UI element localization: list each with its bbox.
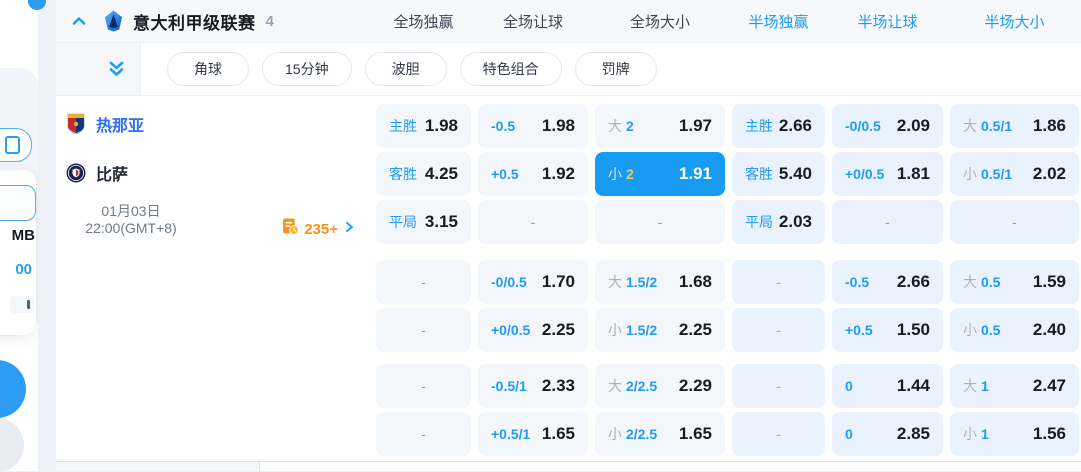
odds-cell[interactable]: 大 0.5/1 1.86: [950, 104, 1079, 148]
odds-cell-empty: -: [732, 308, 825, 352]
expand-all-button[interactable]: [106, 58, 127, 80]
filter-pill[interactable]: 特色组合: [459, 52, 562, 86]
market-column-header: 全场让球: [502, 13, 563, 31]
double-chevron-down-icon: [109, 61, 124, 76]
away-team-name: 比萨: [96, 167, 129, 184]
odds-cell-empty: -: [376, 412, 471, 456]
odds-cell[interactable]: -0.5 1.98: [478, 104, 588, 148]
match-time: 22:00(GMT+8): [85, 220, 177, 236]
away-team-logo: [66, 163, 86, 183]
odds-cell[interactable]: 小 1 1.56: [950, 412, 1079, 456]
filter-pill[interactable]: 角球: [167, 52, 249, 86]
market-column-header: 全场大小: [629, 13, 690, 31]
odds-cell[interactable]: 小 2 1.91: [595, 152, 725, 196]
odds-table: 热那亚 比萨 01月03日 22:00(GMT+8): [56, 96, 1081, 456]
odds-cell[interactable]: 小 0.5 2.40: [950, 308, 1079, 352]
odds-cell[interactable]: -0.5/1 2.33: [478, 364, 588, 408]
filter-pills: 角球 15分钟 波胆 特色组合 罚牌: [141, 43, 1081, 95]
odds-cell[interactable]: 大 1 2.47: [950, 364, 1079, 408]
sidebar-badge-fragment: [28, 0, 46, 10]
chevron-right-icon: [343, 220, 355, 239]
odds-cell[interactable]: 大 2 1.97: [595, 104, 725, 148]
odds-cell-empty: -: [478, 200, 588, 244]
odds-cell[interactable]: 小 0.5/1 2.02: [950, 152, 1079, 196]
league-icon: [104, 10, 123, 32]
league-header-left: 意大利甲级联赛 4: [56, 9, 369, 34]
floating-action-button[interactable]: [0, 360, 26, 418]
odds-cell[interactable]: +0.5 1.50: [832, 308, 943, 352]
odds-cell[interactable]: 平局 2.03: [732, 200, 825, 244]
balance-currency-label: MB: [11, 227, 35, 244]
odds-cell[interactable]: +0/0.5 1.81: [832, 152, 943, 196]
market-tabs-row: 角球 15分钟 波胆 特色组合 罚牌: [56, 43, 1081, 96]
league-match-count: 4: [265, 12, 274, 30]
odds-block-tertiary: - - -0.5/1 2.33 +0.5/1 1.65 大 2/2.5 2.29 小 2/2.5 1.…: [56, 364, 1081, 456]
next-section-edge: [56, 461, 1081, 471]
odds-cell[interactable]: 平局 3.15: [376, 200, 471, 244]
next-section-gutter: [56, 462, 260, 471]
left-sidebar-fragment: MB 00: [0, 0, 38, 472]
market-column-header: 半场大小: [984, 13, 1045, 31]
league-header-bar: 意大利甲级联赛 4 全场独赢 全场让球 全场大小 半场独赢 半场让球 半场大小: [56, 0, 1081, 43]
odds-cell-empty: -: [376, 260, 471, 304]
odds-cell[interactable]: 客胜 5.40: [732, 152, 825, 196]
market-column-header: 全场独赢: [393, 13, 454, 31]
filter-pill[interactable]: 15分钟: [262, 52, 352, 86]
sidebar-input-fragment[interactable]: [0, 185, 36, 221]
odds-cell[interactable]: +0.5 1.92: [478, 152, 588, 196]
match-date: 01月03日: [101, 203, 161, 219]
odds-cell[interactable]: 小 2/2.5 1.65: [595, 412, 725, 456]
match-info: 热那亚 比萨 01月03日 22:00(GMT+8): [56, 104, 369, 244]
panel-gap: [38, 0, 56, 471]
filter-pill[interactable]: 罚牌: [574, 52, 657, 86]
odds-cell[interactable]: +0/0.5 2.25: [478, 308, 588, 352]
odds-cell[interactable]: -0.5 2.66: [832, 260, 943, 304]
odds-cell[interactable]: -0/0.5 2.09: [832, 104, 943, 148]
odds-cell[interactable]: 主胜 2.66: [732, 104, 825, 148]
balance-amount: 00: [15, 261, 32, 278]
odds-cell[interactable]: 0 1.44: [832, 364, 943, 408]
home-team-row[interactable]: 热那亚: [66, 112, 144, 136]
sidebar-pill-button[interactable]: [0, 128, 32, 162]
odds-cell[interactable]: 大 1.5/2 1.68: [595, 260, 725, 304]
market-column-header: 半场让球: [857, 13, 918, 31]
collapse-league-button[interactable]: [69, 12, 89, 30]
markets-count: 235+: [304, 220, 338, 238]
odds-block-main: 热那亚 比萨 01月03日 22:00(GMT+8): [56, 104, 1081, 244]
league-title: 意大利甲级联赛: [133, 13, 256, 33]
sidebar-row-fragment: [10, 296, 34, 313]
home-team-name: 热那亚: [96, 118, 145, 135]
odds-block-secondary: - - -0/0.5 1.70 +0/0.5 2.25 大 1.5/2 1.68 小 1.5/2 2.…: [56, 260, 1081, 352]
expand-all-gutter: [56, 43, 141, 95]
odds-cell[interactable]: 小 1.5/2 2.25: [595, 308, 725, 352]
away-team-row[interactable]: 比萨: [66, 161, 128, 185]
odds-cell[interactable]: 大 0.5 1.59: [950, 260, 1079, 304]
odds-cell-empty: -: [832, 200, 943, 244]
odds-cell-empty: -: [376, 308, 471, 352]
filter-pill[interactable]: 波胆: [364, 52, 447, 86]
odds-cell-empty: -: [732, 412, 825, 456]
odds-cell-empty: -: [732, 364, 825, 408]
secondary-floating-button[interactable]: [0, 418, 24, 472]
odds-cell-empty: -: [950, 200, 1079, 244]
sidebar-pill-icon: [5, 136, 20, 154]
odds-cell[interactable]: +0.5/1 1.65: [478, 412, 588, 456]
odds-cell-empty: -: [732, 260, 825, 304]
odds-cell-empty: -: [376, 364, 471, 408]
match-datetime: 01月03日 22:00(GMT+8): [56, 203, 206, 237]
odds-cell[interactable]: 客胜 4.25: [376, 152, 471, 196]
market-column-header: 半场独赢: [748, 13, 809, 31]
home-team-logo: [66, 113, 86, 135]
odds-cell[interactable]: -0/0.5 1.70: [478, 260, 588, 304]
odds-panel: 意大利甲级联赛 4 全场独赢 全场让球 全场大小 半场独赢 半场让球 半场大小 角球 15分…: [56, 0, 1081, 471]
odds-cell-empty: -: [595, 200, 725, 244]
markets-count-icon: [282, 218, 300, 240]
odds-cell[interactable]: 主胜 1.98: [376, 104, 471, 148]
more-markets-link[interactable]: 235+: [282, 218, 355, 240]
odds-cell[interactable]: 0 2.85: [832, 412, 943, 456]
chevron-up-icon: [72, 17, 86, 25]
odds-cell[interactable]: 大 2/2.5 2.29: [595, 364, 725, 408]
